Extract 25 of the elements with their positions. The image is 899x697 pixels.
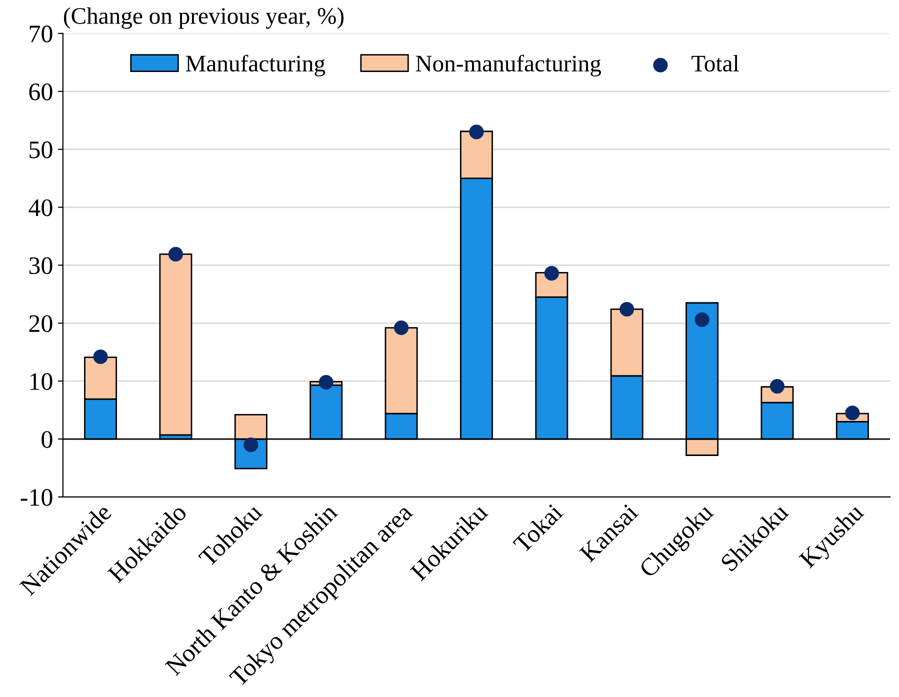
point (394, 320, 409, 336)
point (845, 406, 860, 420)
legend-label: Total (692, 54, 739, 72)
y-tick-label: 40 (28, 199, 52, 216)
point (469, 124, 484, 140)
y-tick-label: 10 (30, 373, 52, 390)
point (694, 312, 710, 327)
y-tick-label: 60 (29, 83, 52, 100)
y-tick-label: -10 (20, 489, 52, 506)
y-tick-label: 20 (29, 315, 52, 332)
point (244, 438, 258, 452)
bar (159, 254, 192, 436)
point (168, 246, 183, 262)
point (620, 302, 634, 317)
legend-label: Non-manufacturing (416, 54, 601, 76)
y-tick-label: 70 (30, 26, 52, 42)
point (318, 374, 334, 390)
point (544, 266, 559, 281)
y-axis-title: (Change on previous year, %) (64, 7, 344, 29)
y-tick-label: 30 (29, 257, 52, 274)
legend-label: Manufacturing (186, 54, 326, 76)
y-tick-label: 0 (42, 431, 52, 448)
point (93, 349, 108, 364)
y-tick-label: 50 (30, 141, 52, 158)
point (770, 379, 785, 394)
